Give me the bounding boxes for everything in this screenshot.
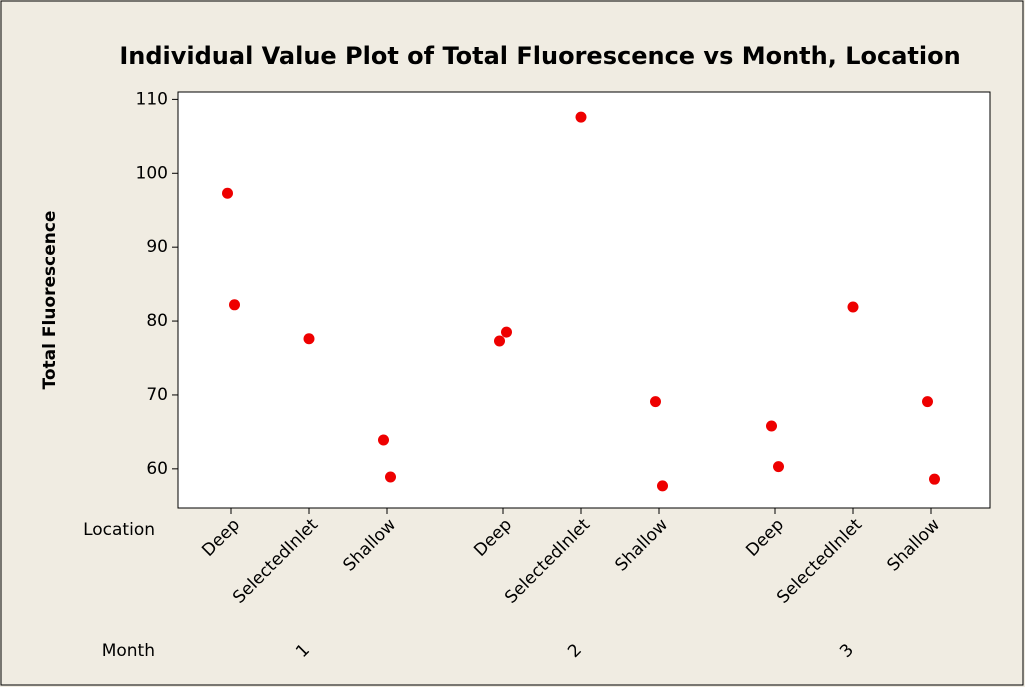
point bbox=[657, 480, 668, 492]
point bbox=[494, 335, 505, 347]
y-tick-label: 80 bbox=[146, 311, 168, 331]
point bbox=[766, 420, 777, 432]
group-axis-label: Month bbox=[102, 641, 155, 661]
point bbox=[378, 434, 389, 446]
point bbox=[847, 301, 859, 313]
y-tick-label: 100 bbox=[136, 163, 168, 183]
plot-area bbox=[177, 91, 991, 509]
point bbox=[501, 326, 512, 338]
y-tick-label: 90 bbox=[146, 237, 168, 257]
point bbox=[222, 187, 233, 199]
point bbox=[229, 299, 240, 311]
y-axis-label: Total Fluorescence bbox=[40, 211, 60, 390]
chart-title: Individual Value Plot of Total Fluoresce… bbox=[119, 42, 960, 70]
y-tick-label: 60 bbox=[146, 459, 168, 479]
y-tick-label: 70 bbox=[146, 385, 168, 405]
point bbox=[575, 111, 587, 123]
point bbox=[303, 333, 315, 345]
point bbox=[385, 471, 396, 483]
point bbox=[773, 461, 784, 473]
y-tick-label: 110 bbox=[136, 89, 168, 109]
category-axis-label: Location bbox=[83, 520, 155, 540]
point bbox=[922, 396, 933, 408]
point bbox=[929, 473, 940, 485]
point bbox=[650, 396, 661, 408]
